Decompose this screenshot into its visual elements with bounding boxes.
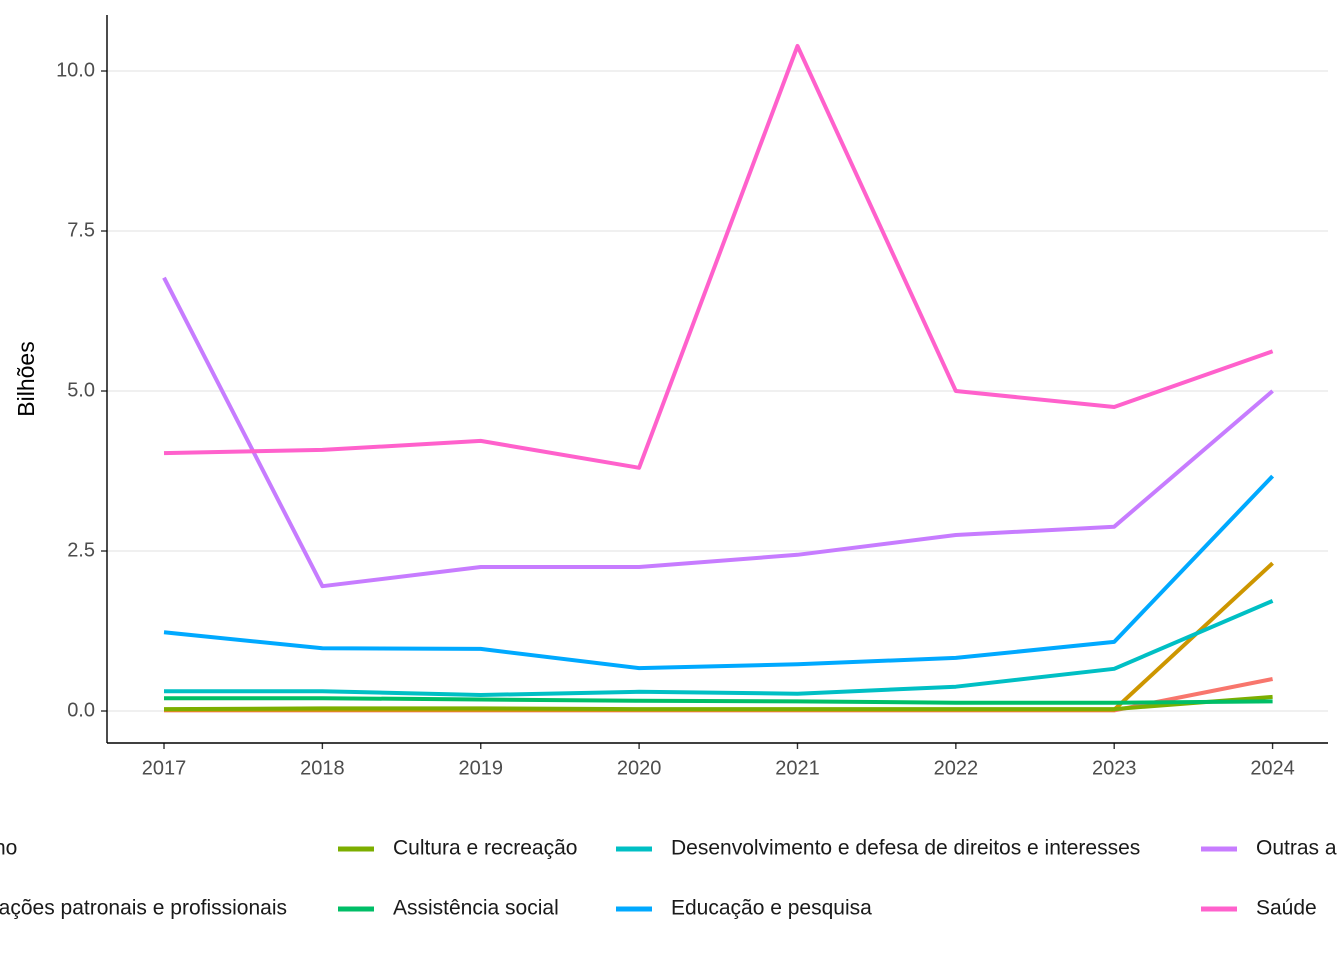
x-tick-label: 2023 bbox=[1092, 757, 1137, 779]
legend-label: iações patronais e profissionais bbox=[0, 897, 287, 920]
y-tick-label: 7.5 bbox=[67, 219, 95, 241]
series-line bbox=[163, 694, 1273, 712]
x-tick-label: 2021 bbox=[775, 757, 820, 779]
legend-label: Assistência social bbox=[393, 897, 559, 920]
y-tick-label: 5.0 bbox=[67, 379, 95, 401]
legend-label: Cultura e recreação bbox=[393, 837, 577, 860]
legend-label: Educação e pesquisa bbox=[671, 897, 872, 920]
y-tick-label: 10.0 bbox=[56, 59, 95, 81]
series-line bbox=[162, 276, 1274, 589]
series-line bbox=[163, 474, 1275, 671]
x-tick-label: 2018 bbox=[300, 757, 345, 779]
legend-label: Outras a bbox=[1256, 837, 1337, 860]
x-tick-label: 2024 bbox=[1250, 757, 1295, 779]
y-axis-title: Bilhões bbox=[13, 341, 39, 416]
y-tick-label: 0.0 bbox=[67, 699, 95, 721]
legend-label: Desenvolvimento e defesa de direitos e i… bbox=[671, 837, 1140, 860]
x-tick-label: 2020 bbox=[617, 757, 662, 779]
legend-label: no bbox=[0, 837, 17, 860]
y-tick-label: 2.5 bbox=[67, 539, 95, 561]
legend-label: Saúde bbox=[1256, 897, 1317, 920]
x-tick-label: 2017 bbox=[142, 757, 187, 779]
series-line bbox=[164, 696, 1273, 705]
x-tick-label: 2022 bbox=[934, 757, 979, 779]
x-tick-label: 2019 bbox=[458, 757, 503, 779]
series-line bbox=[163, 44, 1274, 470]
series-line bbox=[164, 599, 1274, 697]
